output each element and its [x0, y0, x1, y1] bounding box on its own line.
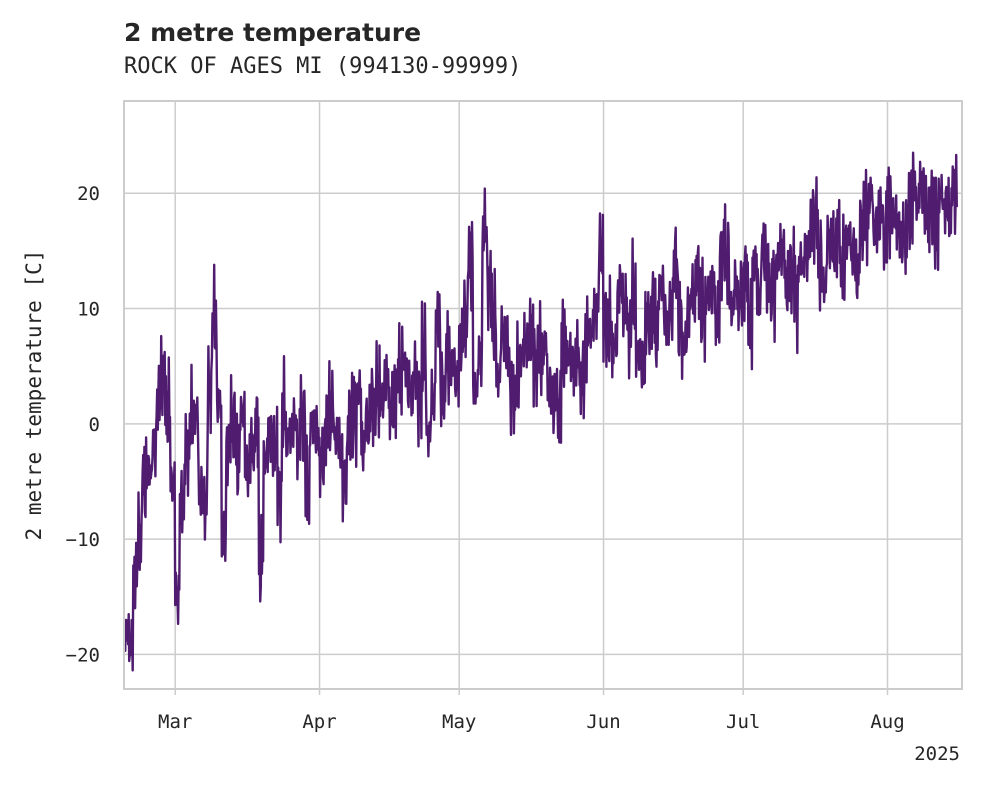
x-tick-label: Jul [726, 711, 760, 733]
y-tick-label: −20 [66, 644, 100, 666]
chart-title: 2 metre temperature [124, 18, 421, 47]
x-tick-label: Apr [302, 711, 336, 733]
x-tick-label: Jun [586, 711, 620, 733]
y-tick-label: −10 [66, 529, 100, 551]
temperature-series-line [122, 151, 958, 672]
y-tick-label: 10 [77, 299, 100, 321]
plot-frame [123, 100, 963, 690]
chart-subtitle: ROCK OF AGES MI (994130-99999) [124, 54, 521, 79]
y-tick-label: 20 [77, 183, 100, 205]
x-tick-label: Aug [870, 711, 904, 733]
series-layer [122, 151, 958, 672]
x-tick-label: Mar [158, 711, 192, 733]
axis-ticks: Mar Apr May Jun Jul Aug −20 −10 0 10 20 [66, 183, 905, 733]
x-tick-label: May [442, 711, 476, 733]
y-tick-label: 0 [89, 414, 100, 436]
x-axis-year-label: 2025 [914, 743, 960, 765]
grid [124, 101, 962, 689]
y-axis-label: 2 metre temperature [C] [22, 250, 46, 541]
